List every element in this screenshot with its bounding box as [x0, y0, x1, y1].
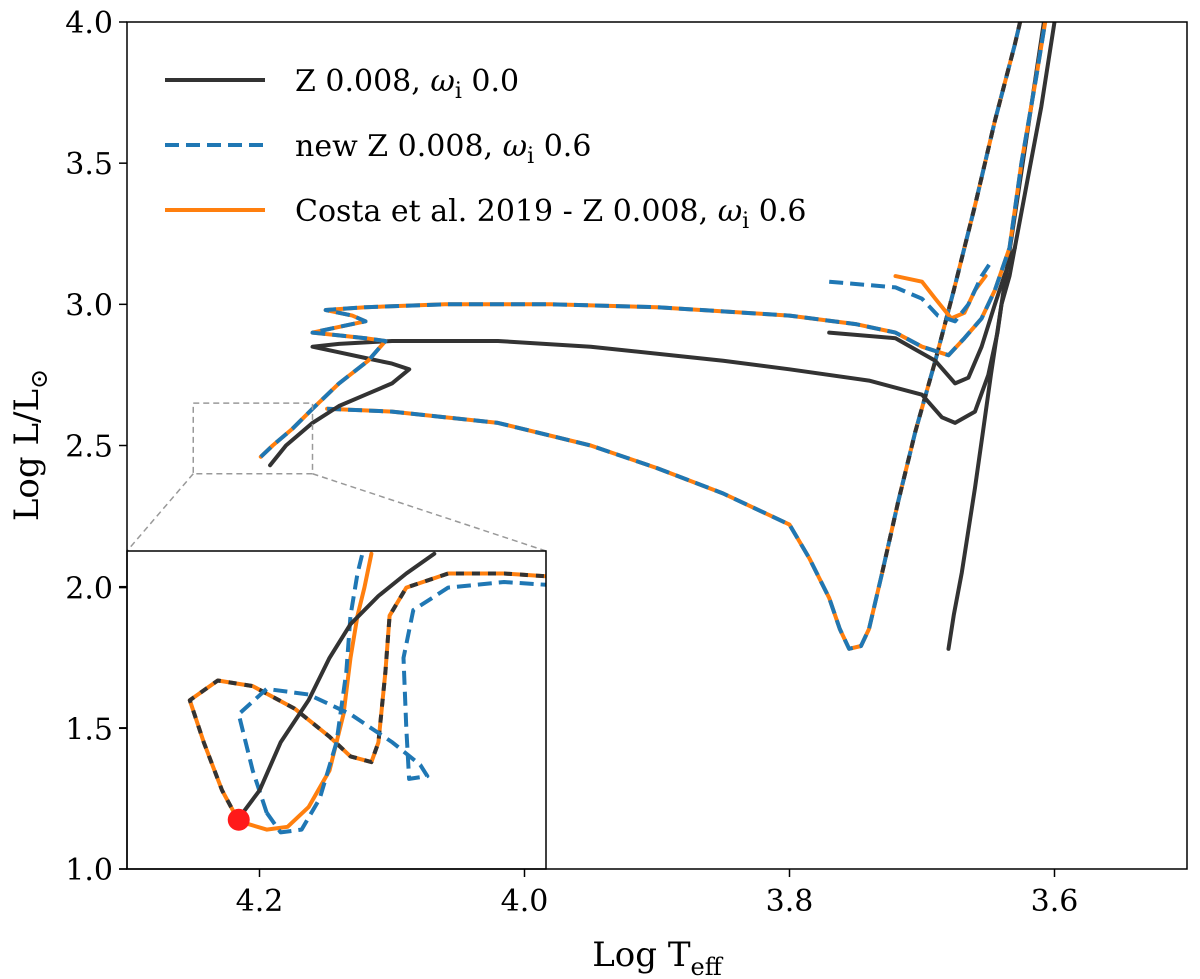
legend: Z 0.008, ωi 0.0 new Z 0.008, ωi 0.6 Cost…	[165, 64, 806, 234]
series-line-15	[236, 551, 437, 821]
y-tick-label-3: 2.5	[65, 430, 113, 465]
series-line-4	[268, 22, 1057, 468]
legend-label-costa-2019: Costa et al. 2019 - Z 0.008, ωi 0.6	[295, 194, 806, 234]
series-line-13	[236, 580, 546, 814]
x-axis-title: Log Teff	[592, 935, 724, 979]
zoom-indicator	[126, 402, 547, 552]
legend-label-z0008-omega00: Z 0.008, ωi 0.0	[295, 64, 519, 104]
zoom-box	[192, 402, 314, 475]
series-line-7	[259, 22, 1048, 459]
x-tick-label-3: 3.6	[1031, 884, 1079, 919]
main-series-layer	[258, 22, 1057, 651]
y-tick-label-5: 3.5	[65, 147, 113, 182]
zams-marker	[227, 808, 250, 831]
y-tick-label-4: 3.0	[65, 288, 113, 323]
x-tick-label-1: 4.0	[501, 884, 549, 919]
inset-background	[127, 551, 546, 869]
series-line-9	[829, 260, 993, 324]
series-line-2	[327, 22, 1023, 651]
zoom-connector-1	[312, 473, 547, 552]
axis-ticks: 4.2 4.0 3.8 3.6 2.5 3.0 3.5 4.0 1.0 1.5 2.0	[65, 6, 1078, 919]
zoom-connector-0	[126, 473, 194, 552]
inset-y-tick-label-2: 2.0	[65, 572, 113, 607]
series-line-8	[893, 274, 988, 321]
y-tick-label-6: 4.0	[65, 6, 113, 41]
legend-label-new-z0008-omega06: new Z 0.008, ωi 0.6	[295, 129, 591, 169]
inset-y-tick-label-1: 1.5	[65, 712, 113, 747]
x-tick-label-0: 4.2	[236, 884, 284, 919]
series-line-3	[880, 22, 1023, 574]
series-line-5	[827, 245, 1017, 386]
series-line-14	[265, 551, 366, 835]
series-line-11	[187, 571, 546, 823]
inset-series-layer	[187, 551, 546, 835]
y-axis-title: Log L/L⊙	[7, 369, 53, 521]
inset-y-tick-label-0: 1.0	[65, 853, 113, 888]
x-tick-label-2: 3.8	[766, 884, 814, 919]
